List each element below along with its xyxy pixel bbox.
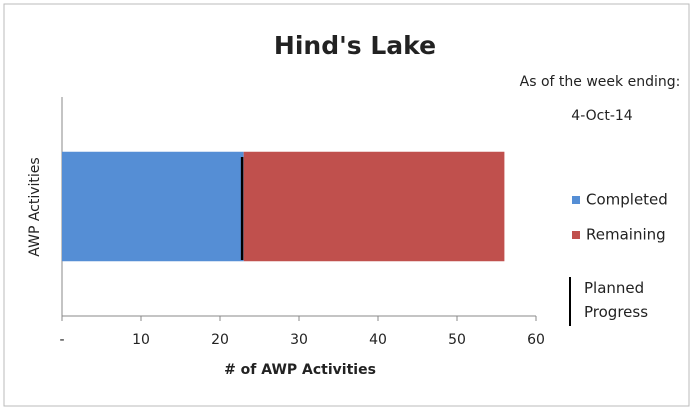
planned-legend-label: Planned Progress [584, 279, 649, 321]
x-tick-label: 20 [211, 332, 229, 348]
annotation: 4-Oct-14 [571, 108, 633, 124]
bar-segment [62, 151, 244, 262]
x-axis-label: # of AWP Activities [224, 362, 376, 378]
x-tick-label: 30 [290, 332, 308, 348]
legend-swatch [572, 196, 580, 204]
legend-swatch [572, 231, 580, 239]
chart-title: Hind's Lake [274, 31, 436, 60]
x-tick-label: - [59, 332, 64, 348]
x-tick-label: 50 [448, 332, 466, 348]
legend-label: Remaining [586, 226, 666, 244]
legend-label: Completed [586, 191, 668, 209]
annotation: As of the week ending: [520, 74, 681, 90]
x-tick-label: 60 [527, 332, 545, 348]
x-tick-label: 40 [369, 332, 387, 348]
y-axis-label: AWP Activities [27, 157, 43, 256]
x-tick-label: 10 [132, 332, 150, 348]
bar-segment [243, 151, 505, 262]
